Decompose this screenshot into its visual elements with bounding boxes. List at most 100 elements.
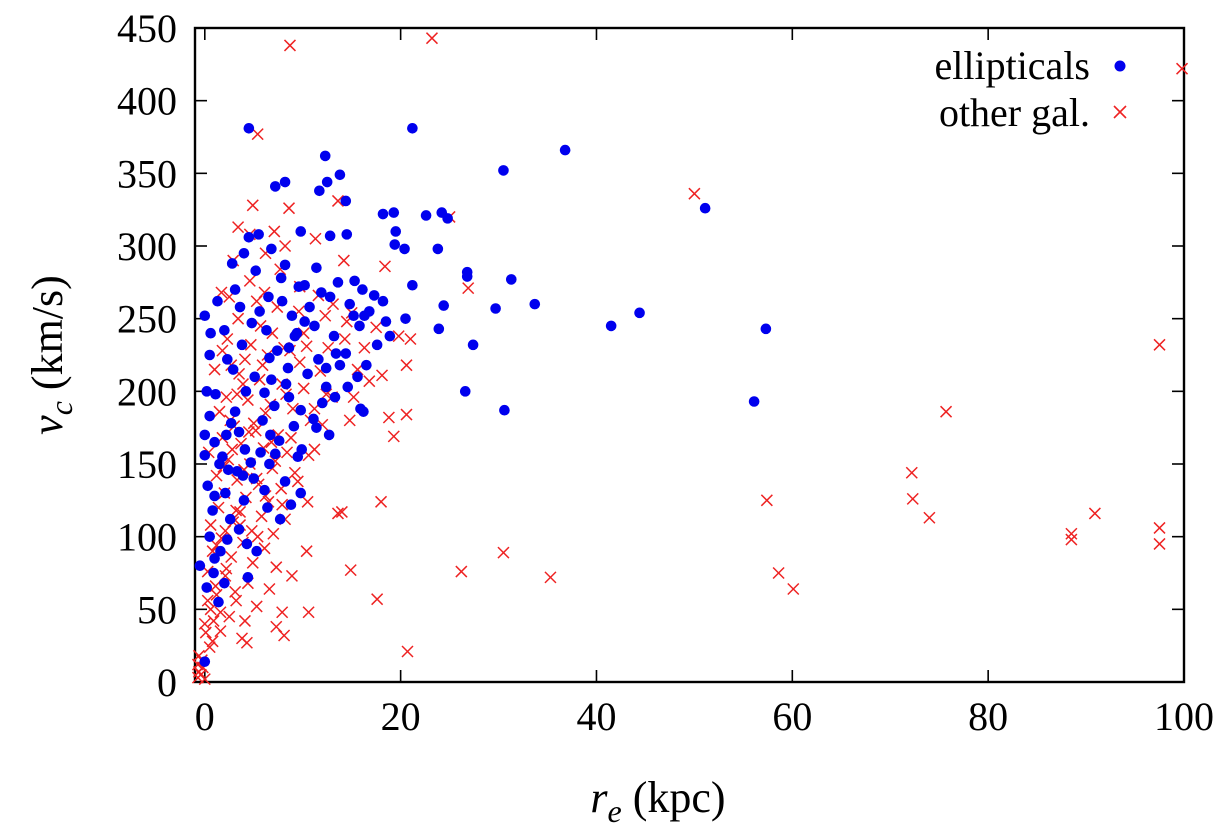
data-point-other (251, 530, 264, 543)
data-point-other (240, 636, 253, 649)
data-point-other (242, 425, 255, 439)
x-axis-label: re (kpc) (590, 773, 725, 824)
data-point-elliptical (245, 457, 257, 468)
y-axis-label: vc (km/s) (23, 275, 79, 435)
data-point-other (308, 443, 321, 456)
data-point-elliptical (201, 582, 213, 593)
data-point-elliptical (357, 284, 368, 295)
data-point-elliptical (264, 352, 275, 364)
data-point-other (232, 221, 245, 234)
data-point-other (250, 600, 263, 613)
data-point-elliptical (199, 310, 211, 322)
data-point-other (284, 431, 297, 444)
data-point-elliptical (390, 226, 402, 237)
data-point-other (206, 635, 219, 648)
data-point-elliptical (246, 317, 258, 329)
data-point-other (497, 546, 510, 559)
y-tick-label: 250 (117, 297, 177, 342)
data-point-elliptical (400, 313, 411, 324)
data-point-elliptical (605, 320, 617, 332)
data-point-elliptical (361, 359, 372, 371)
data-point-elliptical (389, 239, 401, 250)
data-point-elliptical (222, 534, 233, 545)
data-point-elliptical (238, 247, 250, 259)
data-point-elliptical (388, 207, 400, 218)
data-point-other (229, 585, 242, 598)
data-point-elliptical (222, 354, 233, 365)
y-tick-label: 150 (117, 442, 177, 487)
data-point-other (375, 369, 389, 382)
data-point-elliptical (296, 444, 308, 455)
data-point-elliptical (329, 391, 341, 403)
data-point-elliptical (634, 307, 645, 319)
data-point-elliptical (316, 397, 328, 409)
data-point-elliptical (363, 306, 375, 317)
data-point-elliptical (219, 324, 230, 336)
data-point-elliptical (204, 349, 215, 361)
data-point-other (226, 443, 239, 456)
data-point-other (923, 511, 936, 524)
data-point-other (906, 492, 919, 505)
data-point-elliptical (316, 287, 327, 298)
data-point-other (940, 405, 953, 418)
data-point-other (293, 356, 306, 369)
data-point-elliptical (499, 404, 510, 416)
data-point-other (309, 232, 322, 245)
data-point-elliptical (384, 330, 396, 342)
y-tick-label: 200 (117, 369, 177, 414)
data-point-elliptical (209, 553, 220, 564)
data-point-elliptical (227, 364, 239, 375)
data-point-other (1153, 521, 1166, 534)
data-point-elliptical (209, 490, 220, 502)
data-point-elliptical (269, 400, 280, 412)
data-point-elliptical (214, 458, 225, 470)
data-point-other (251, 128, 264, 141)
data-point-elliptical (221, 429, 232, 441)
data-point-other (375, 495, 388, 508)
ticks-layer: 0 50 100 150 200 250 300 350 400 450 0 20 40 60 80 100 (117, 6, 1214, 739)
data-point-elliptical (237, 470, 249, 481)
data-point-elliptical (251, 545, 262, 557)
data-point-elliptical (349, 275, 360, 287)
data-point-elliptical (295, 226, 307, 237)
data-point-elliptical (467, 339, 479, 351)
data-point-elliptical (215, 545, 226, 557)
data-point-elliptical (377, 208, 389, 220)
data-point-elliptical (368, 290, 380, 301)
data-point-elliptical (344, 298, 356, 310)
data-point-elliptical (194, 560, 206, 572)
y-tick-label: 300 (117, 224, 177, 269)
data-point-elliptical (276, 295, 288, 307)
data-point-elliptical (461, 271, 473, 282)
data-point-other (214, 606, 227, 619)
data-point-elliptical (371, 339, 383, 351)
data-point-other (214, 625, 227, 638)
data-point-elliptical (407, 122, 418, 134)
x-tick-label: 20 (381, 694, 421, 739)
data-point-elliptical (257, 415, 268, 426)
data-point-other (331, 194, 344, 207)
data-point-other (244, 338, 257, 351)
data-point-elliptical (320, 362, 332, 374)
data-point-other (199, 626, 212, 639)
data-point-other (267, 527, 280, 540)
data-point-elliptical (249, 371, 261, 383)
data-point-other (208, 363, 221, 376)
data-point-elliptical (269, 448, 281, 460)
data-point-elliptical (304, 301, 315, 313)
data-point-other (213, 405, 226, 418)
data-point-elliptical (295, 487, 307, 499)
data-point-other (255, 510, 268, 523)
data-point-elliptical (293, 281, 305, 292)
data-point-other (905, 466, 918, 479)
data-point-elliptical (311, 262, 322, 274)
data-point-other (198, 673, 211, 686)
data-point-elliptical (324, 291, 336, 303)
data-point-elliptical (433, 323, 445, 335)
data-point-elliptical (201, 386, 213, 397)
data-point-elliptical (269, 181, 281, 192)
data-point-other (234, 505, 247, 518)
data-point-other (204, 519, 217, 532)
data-point-elliptical (699, 202, 711, 214)
